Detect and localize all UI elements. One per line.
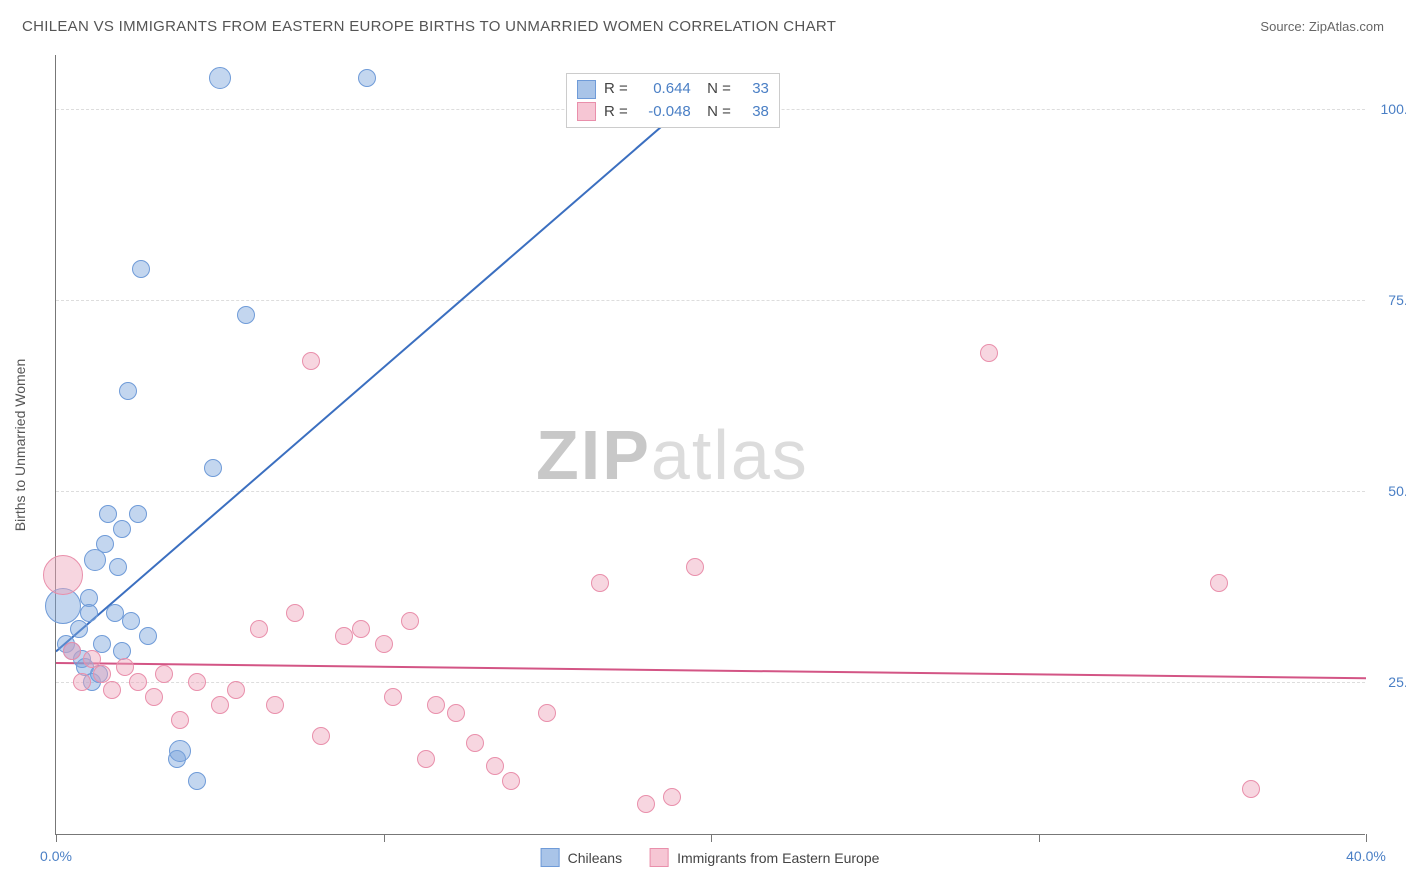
chart-area: ZIPatlas 25.0%50.0%75.0%100.0%0.0%40.0%R… <box>55 55 1365 835</box>
watermark: ZIPatlas <box>536 415 809 495</box>
data-point <box>73 673 91 691</box>
data-point <box>211 696 229 714</box>
y-tick-label: 75.0% <box>1373 292 1406 308</box>
y-axis-label: Births to Unmarried Women <box>12 359 28 531</box>
plot-region: ZIPatlas 25.0%50.0%75.0%100.0%0.0%40.0%R… <box>55 55 1365 835</box>
grid-line <box>56 491 1365 492</box>
data-point <box>113 520 131 538</box>
x-tick <box>1366 834 1367 842</box>
data-point <box>335 627 353 645</box>
data-point <box>63 642 81 660</box>
data-point <box>116 658 134 676</box>
data-point <box>237 306 255 324</box>
data-point <box>447 704 465 722</box>
data-point <box>352 620 370 638</box>
data-point <box>266 696 284 714</box>
data-point <box>109 558 127 576</box>
data-point <box>427 696 445 714</box>
swatch-icon <box>650 848 669 867</box>
x-tick-label: 40.0% <box>1346 848 1386 864</box>
data-point <box>591 574 609 592</box>
data-point <box>70 620 88 638</box>
data-point <box>99 505 117 523</box>
source-label: Source: ZipAtlas.com <box>1260 19 1384 34</box>
data-point <box>145 688 163 706</box>
x-tick <box>711 834 712 842</box>
correlation-row: R =-0.048 N =38 <box>577 101 769 124</box>
data-point <box>188 772 206 790</box>
r-value: 0.644 <box>636 78 691 101</box>
chart-title: CHILEAN VS IMMIGRANTS FROM EASTERN EUROP… <box>22 18 836 35</box>
data-point <box>96 535 114 553</box>
header-bar: CHILEAN VS IMMIGRANTS FROM EASTERN EUROP… <box>22 18 1384 35</box>
data-point <box>43 555 83 595</box>
grid-line <box>56 300 1365 301</box>
legend-bottom: Chileans Immigrants from Eastern Europe <box>541 848 880 867</box>
data-point <box>132 260 150 278</box>
legend-item-immigrants: Immigrants from Eastern Europe <box>650 848 879 867</box>
data-point <box>1242 780 1260 798</box>
n-value: 33 <box>739 78 769 101</box>
data-point <box>227 681 245 699</box>
data-point <box>375 635 393 653</box>
data-point <box>384 688 402 706</box>
data-point <box>663 788 681 806</box>
data-point <box>103 681 121 699</box>
data-point <box>1210 574 1228 592</box>
swatch-icon <box>541 848 560 867</box>
data-point <box>637 795 655 813</box>
data-point <box>286 604 304 622</box>
data-point <box>980 344 998 362</box>
data-point <box>686 558 704 576</box>
data-point <box>486 757 504 775</box>
data-point <box>106 604 124 622</box>
data-point <box>169 740 191 762</box>
y-tick-label: 25.0% <box>1373 674 1406 690</box>
grid-line <box>56 682 1365 683</box>
x-tick <box>56 834 57 842</box>
x-tick <box>1039 834 1040 842</box>
y-tick-label: 100.0% <box>1373 101 1406 117</box>
x-tick <box>384 834 385 842</box>
data-point <box>250 620 268 638</box>
data-point <box>204 459 222 477</box>
y-tick-label: 50.0% <box>1373 483 1406 499</box>
x-tick-label: 0.0% <box>40 848 72 864</box>
data-point <box>466 734 484 752</box>
data-point <box>119 382 137 400</box>
data-point <box>417 750 435 768</box>
data-point <box>188 673 206 691</box>
data-point <box>358 69 376 87</box>
data-point <box>129 505 147 523</box>
data-point <box>502 772 520 790</box>
data-point <box>155 665 173 683</box>
data-point <box>302 352 320 370</box>
data-point <box>209 67 231 89</box>
data-point <box>129 673 147 691</box>
correlation-legend: R =0.644 N =33R =-0.048 N =38 <box>566 73 780 128</box>
data-point <box>122 612 140 630</box>
data-point <box>171 711 189 729</box>
data-point <box>312 727 330 745</box>
swatch-icon <box>577 102 596 121</box>
data-point <box>538 704 556 722</box>
swatch-icon <box>577 80 596 99</box>
data-point <box>401 612 419 630</box>
data-point <box>139 627 157 645</box>
legend-item-chileans: Chileans <box>541 848 622 867</box>
n-value: 38 <box>739 101 769 124</box>
r-value: -0.048 <box>636 101 691 124</box>
data-point <box>80 604 98 622</box>
correlation-row: R =0.644 N =33 <box>577 78 769 101</box>
